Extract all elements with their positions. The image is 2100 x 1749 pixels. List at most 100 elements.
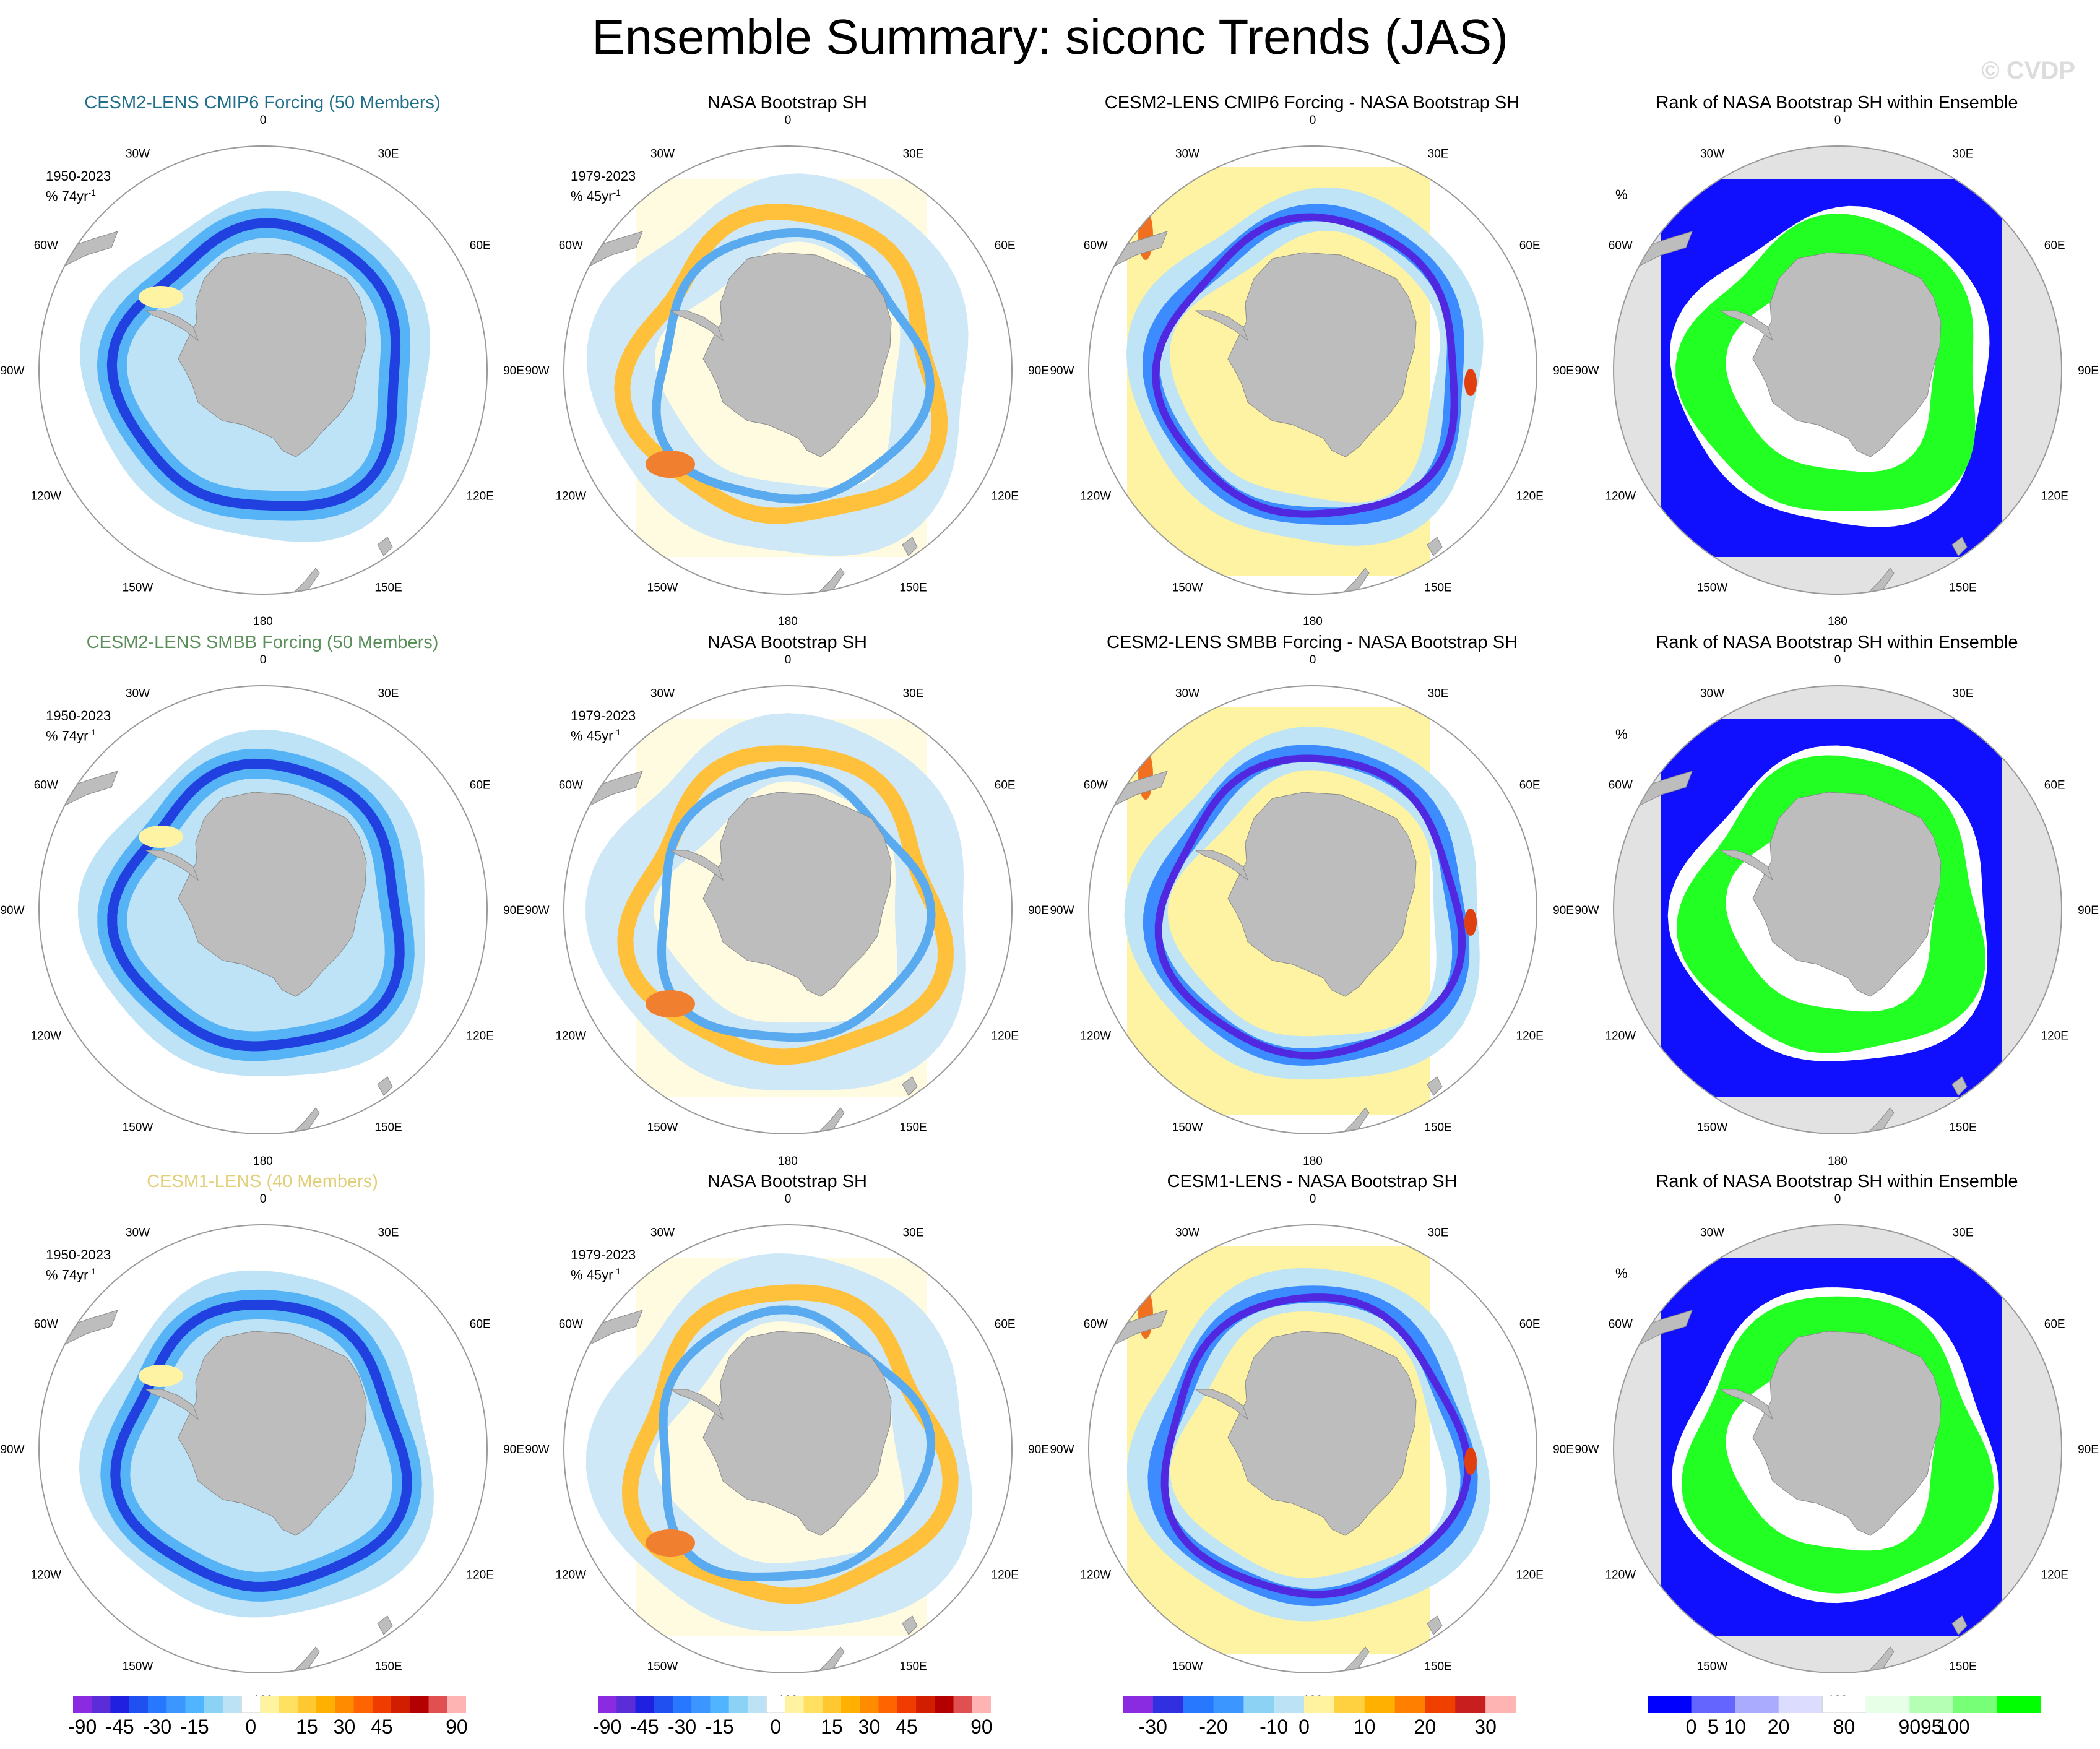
lon-label: 120W: [30, 1569, 61, 1582]
lon-label: 60E: [1519, 1318, 1540, 1331]
lon-label: 0: [785, 1193, 792, 1206]
panel-title: NASA Bootstrap SH: [707, 633, 867, 652]
lon-label: 150E: [1424, 1121, 1451, 1134]
lon-label: 120W: [1605, 1030, 1636, 1043]
tasmania-land: [902, 1076, 918, 1096]
map-boundary: [38, 685, 488, 1134]
colorbar-tick-label: -30: [1138, 1716, 1167, 1738]
map-panel: CESM1-LENS (40 Members) 0 30E 60E 90E 120E 150…: [0, 1172, 525, 1710]
colorbar-box: [185, 1696, 205, 1713]
map-panel: Rank of NASA Bootstrap SH within Ensembl…: [1575, 93, 2099, 631]
colorbar-box: [410, 1696, 430, 1713]
colorbar-tick-label: 100: [1937, 1716, 1970, 1738]
antarctic-peninsula: [1719, 310, 1774, 342]
lon-label: 120W: [555, 1569, 586, 1582]
lon-label: 60E: [470, 240, 491, 253]
lon-label: 120E: [467, 490, 494, 503]
lon-label: 60W: [1084, 1318, 1108, 1331]
colorbar-box: [878, 1696, 898, 1713]
colorbar-box: [1909, 1696, 1954, 1713]
lon-label: 120E: [992, 490, 1019, 503]
lon-label: 120E: [992, 1569, 1019, 1582]
lon-label: 60W: [1084, 779, 1108, 792]
colorbar-box: [710, 1696, 730, 1713]
diff-band-core: [1154, 754, 1466, 1060]
lon-label: 0: [1834, 114, 1841, 127]
antarctica-land: [1752, 1331, 1942, 1536]
lon-label: 150E: [899, 1660, 927, 1673]
panel-title: NASA Bootstrap SH: [707, 93, 867, 113]
obs-band-negative: [652, 228, 935, 504]
ens-positive-patch: [139, 286, 183, 308]
lon-label: 30E: [903, 687, 924, 700]
tasmania-land: [1427, 1615, 1443, 1635]
tasmania-land: [902, 1615, 918, 1635]
map-boundary: [563, 685, 1013, 1134]
lon-label: 120W: [30, 490, 61, 503]
colorbar-tick-label: 0: [245, 1716, 257, 1738]
antarctic-peninsula: [1195, 310, 1249, 342]
colorbar-box: [635, 1696, 655, 1713]
lon-label: 30W: [1700, 147, 1724, 160]
period-range: 1979-2023: [571, 1247, 636, 1263]
lon-label: 180: [1828, 1155, 1847, 1168]
lon-label: 150W: [1172, 582, 1203, 595]
antarctic-peninsula: [1195, 1389, 1249, 1420]
colorbar-tick-label: -45: [105, 1716, 134, 1738]
lon-label: 150W: [647, 582, 678, 595]
colorbar-tick-label: 80: [1833, 1716, 1856, 1738]
lon-label: 60E: [470, 1318, 491, 1331]
antarctic-peninsula: [670, 850, 724, 881]
obs-hotspot: [646, 990, 695, 1017]
period-label: 1979-2023 % 45yr-1: [571, 1247, 636, 1283]
lon-label: 150E: [1949, 582, 1976, 595]
colorbar-tick-label: -45: [630, 1716, 659, 1738]
tasmania-land: [377, 537, 393, 556]
new-zealand-land: [815, 1107, 845, 1134]
lon-label: 60W: [34, 240, 58, 253]
antarctica-land: [178, 792, 367, 997]
panel-title: Rank of NASA Bootstrap SH within Ensembl…: [1656, 93, 2018, 113]
colorbar-box: [691, 1696, 711, 1713]
period-label: 1979-2023 % 45yr-1: [571, 168, 636, 204]
figure-title: Ensemble Summary: siconc Trends (JAS): [592, 9, 1508, 64]
lon-label: 60E: [2044, 779, 2065, 792]
lon-label: 90W: [1575, 1443, 1599, 1456]
colorbar-box: [672, 1696, 692, 1713]
colorbar-tick-label: 95: [1920, 1716, 1943, 1738]
ens-positive-patch: [139, 826, 183, 848]
lon-label: 30E: [1953, 687, 1974, 700]
colorbar-tick-label: 90: [1898, 1716, 1921, 1738]
colorbar-box: [316, 1696, 335, 1713]
map-panel: NASA Bootstrap SH030E60E90E120E150E18015…: [525, 1172, 1050, 1710]
colorbar-tick-label: 30: [333, 1716, 356, 1738]
lon-label: 60E: [470, 779, 491, 792]
lon-label: 150E: [1424, 1660, 1451, 1673]
lon-label: 180: [778, 615, 798, 628]
period-label: 1950-2023 % 74yr-1: [46, 708, 111, 744]
map-boundary: [1613, 1224, 2062, 1673]
colorbar-box: [822, 1696, 842, 1713]
lon-label: 0: [785, 114, 792, 127]
lon-label: 150W: [123, 1660, 153, 1673]
colorbar-tick-label: -30: [142, 1716, 172, 1738]
colorbar-box: [204, 1696, 223, 1713]
lon-label: 90E: [503, 1443, 524, 1456]
colorbar-box: [129, 1696, 149, 1713]
colorbar-box: [166, 1696, 186, 1713]
tasmania-land: [1951, 1615, 1968, 1635]
colorbar-tick-label: 15: [821, 1716, 843, 1738]
colorbar-box: [1183, 1696, 1214, 1713]
lon-label: 90E: [2078, 904, 2099, 917]
tasmania-land: [902, 537, 918, 556]
lon-label: 60W: [34, 1318, 58, 1331]
lon-label: 60E: [1519, 240, 1540, 253]
colorbar-tick-label: 15: [296, 1716, 318, 1738]
lon-label: 150W: [1697, 582, 1728, 595]
tasmania-land: [377, 1615, 393, 1635]
